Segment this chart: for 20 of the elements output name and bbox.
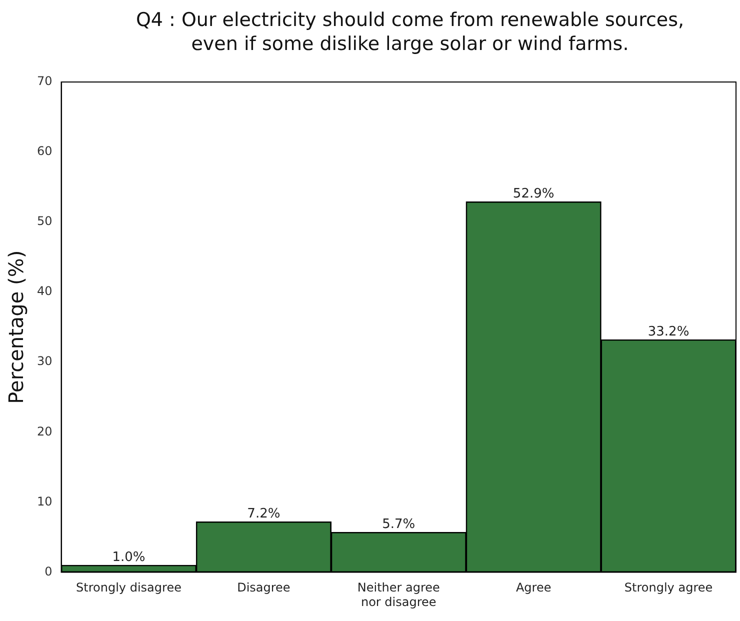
x-tick-label: Neither agree nor disagree bbox=[357, 580, 440, 609]
data-label: 52.9% bbox=[512, 186, 554, 202]
y-tick-label: 50 bbox=[36, 214, 52, 228]
y-tick-label: 10 bbox=[36, 494, 52, 508]
y-axis-title: Percentage (%) bbox=[4, 250, 28, 404]
data-label: 1.0% bbox=[112, 550, 146, 566]
y-tick-label: 20 bbox=[36, 424, 52, 438]
data-label: 5.7% bbox=[382, 517, 416, 532]
x-tick-label: Agree bbox=[516, 580, 552, 595]
chart-title: Q4 : Our electricity should come from renewable sources, even if some dislike large solar or wind farms. bbox=[134, 8, 686, 56]
y-tick-label: 70 bbox=[36, 74, 52, 88]
x-tick-label: Strongly agree bbox=[624, 580, 713, 595]
x-tick-label: Strongly disagree bbox=[76, 580, 182, 595]
y-tick-label: 0 bbox=[44, 564, 52, 578]
y-tick-label: 30 bbox=[36, 354, 52, 368]
data-label: 33.2% bbox=[648, 324, 690, 340]
y-tick-label: 60 bbox=[36, 144, 52, 158]
x-tick-label: Disagree bbox=[237, 580, 290, 595]
data-label: 7.2% bbox=[247, 506, 280, 522]
y-tick-label: 40 bbox=[36, 284, 52, 298]
